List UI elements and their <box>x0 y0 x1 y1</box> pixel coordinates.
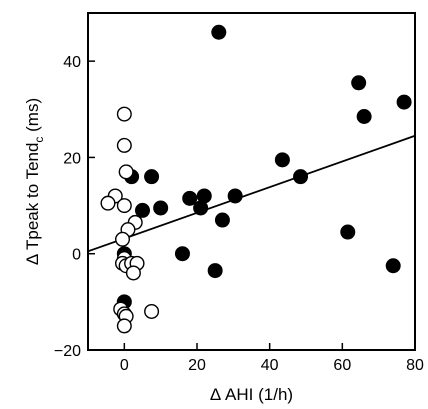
open-data-point <box>100 195 116 211</box>
y-axis-label-unit: (ms) <box>23 98 42 137</box>
filled-data-point <box>340 224 356 240</box>
filled-data-point <box>144 169 160 185</box>
filled-data-point <box>182 190 198 206</box>
filled-data-point <box>385 258 401 274</box>
open-data-point <box>144 303 160 319</box>
filled-data-point <box>396 94 412 110</box>
y-tick-label: 0 <box>72 247 81 264</box>
plot-marks <box>87 24 416 334</box>
filled-data-point <box>207 263 223 279</box>
plot-frame <box>87 12 416 351</box>
open-data-point <box>116 198 132 214</box>
x-tick-label: 40 <box>261 357 279 374</box>
open-data-point <box>115 231 131 247</box>
y-axis-label-main: Δ Tpeak to Tend <box>23 143 42 266</box>
x-tick-label: 20 <box>188 357 206 374</box>
x-tick-label: 80 <box>406 357 424 374</box>
y-axis-label: Δ Tpeak to Tendc (ms) <box>23 98 46 265</box>
axis-ticks: 0 20 40 60 80 −20 0 20 40 <box>54 54 424 374</box>
filled-data-point <box>211 24 227 40</box>
filled-data-point <box>293 169 309 185</box>
open-data-point <box>118 164 134 180</box>
y-tick-label: 20 <box>63 150 81 167</box>
filled-data-point <box>134 202 150 218</box>
x-tick-label: 0 <box>120 357 129 374</box>
filled-data-point <box>274 152 290 168</box>
filled-data-point <box>196 188 212 204</box>
open-data-point <box>116 318 132 334</box>
filled-data-point <box>214 212 230 228</box>
regression-line <box>87 134 416 253</box>
open-data-point <box>116 137 132 153</box>
y-tick-label: −20 <box>54 343 81 360</box>
x-tick-label: 60 <box>333 357 351 374</box>
open-data-point <box>116 106 132 122</box>
filled-data-point <box>153 200 169 216</box>
filled-data-point <box>356 109 372 125</box>
y-axis-label-subscript: c <box>32 137 46 143</box>
filled-data-point <box>351 75 367 91</box>
x-axis-label: Δ AHI (1/h) <box>210 385 293 404</box>
y-tick-label: 40 <box>63 54 81 71</box>
filled-data-point <box>227 188 243 204</box>
open-data-point <box>125 265 141 281</box>
filled-data-point <box>174 246 190 262</box>
